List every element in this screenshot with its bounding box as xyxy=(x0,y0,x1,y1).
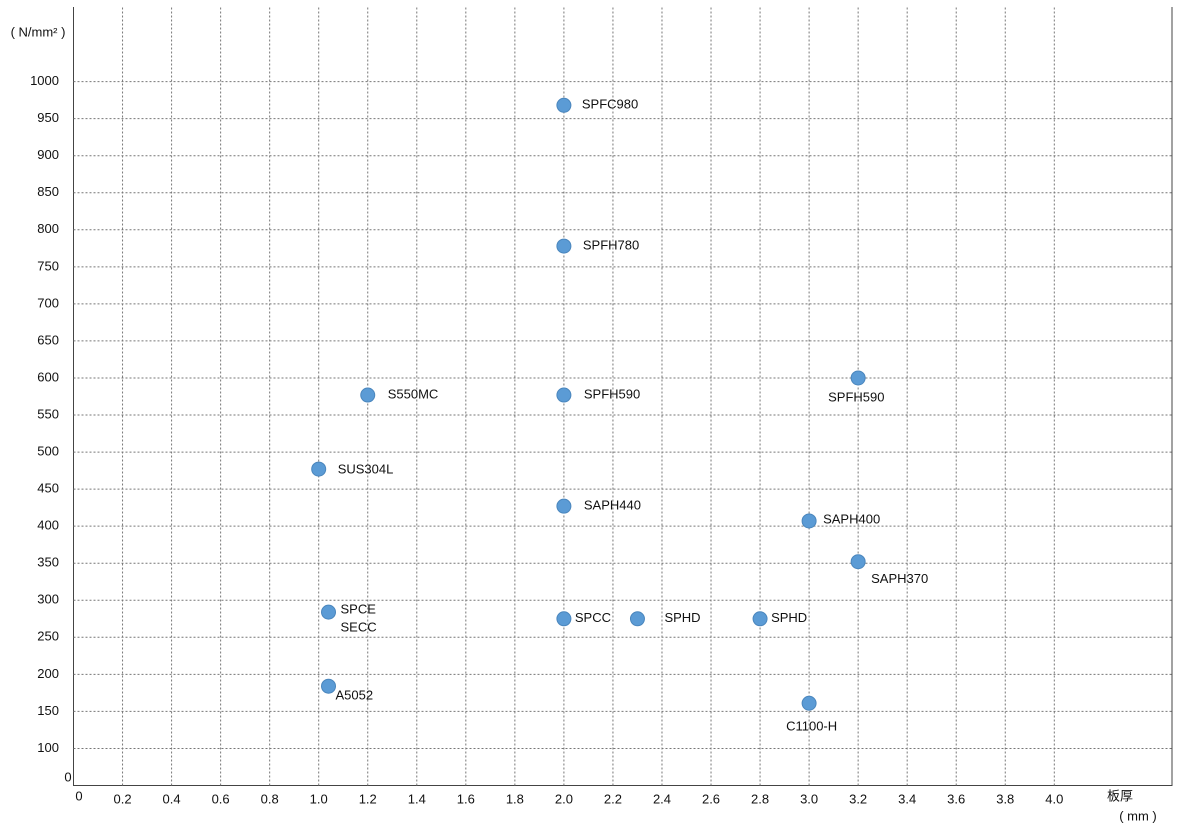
x-tick-label: 0.2 xyxy=(114,791,132,806)
y-tick-label: 600 xyxy=(37,369,59,384)
y-tick-label: 450 xyxy=(37,481,59,496)
y-tick-label: 700 xyxy=(37,295,59,310)
origin-label: 0 xyxy=(64,769,71,784)
x-tick-label: 1.6 xyxy=(457,791,475,806)
x-tick-label: 1.4 xyxy=(408,791,426,806)
x-tick-label: 2.2 xyxy=(604,791,622,806)
x-tick-label: 4.0 xyxy=(1045,791,1063,806)
point-label: SECC xyxy=(341,620,377,635)
y-tick-label: 1000 xyxy=(30,73,59,88)
x-tick-label: 3.0 xyxy=(800,791,818,806)
x-tick-label: 1.8 xyxy=(506,791,524,806)
point xyxy=(311,461,327,477)
x-tick-label: 2.8 xyxy=(751,791,769,806)
y-tick-label: 950 xyxy=(37,110,59,125)
point-label: SUS304L xyxy=(338,462,394,477)
point xyxy=(801,695,817,711)
x-axis-unit: ( mm ) xyxy=(1119,808,1157,823)
y-tick-label: 100 xyxy=(37,740,59,755)
point-label: SPFH780 xyxy=(583,238,639,253)
point-label: SPFC980 xyxy=(582,97,638,112)
point xyxy=(556,387,572,403)
point xyxy=(850,370,866,386)
y-tick-label: 150 xyxy=(37,703,59,718)
point-label: SPHD xyxy=(664,610,700,625)
y-tick-label: 250 xyxy=(37,629,59,644)
x-tick-label: 2.0 xyxy=(555,791,573,806)
point xyxy=(752,611,768,627)
y-tick-label: 200 xyxy=(37,666,59,681)
x-tick-label: 0.8 xyxy=(261,791,279,806)
point xyxy=(556,238,572,254)
point-label: SPFH590 xyxy=(828,389,884,404)
point xyxy=(321,604,337,620)
point xyxy=(321,678,337,694)
y-tick-label: 750 xyxy=(37,258,59,273)
x-tick-label: 0.6 xyxy=(212,791,230,806)
point-label: SPHD xyxy=(771,610,807,625)
y-tick-label: 300 xyxy=(37,592,59,607)
y-tick-label: 850 xyxy=(37,184,59,199)
point xyxy=(556,611,572,627)
point xyxy=(556,97,572,113)
y-tick-label: 550 xyxy=(37,406,59,421)
point-label: SAPH400 xyxy=(823,511,880,526)
x-tick-label: 2.4 xyxy=(653,791,671,806)
point xyxy=(801,513,817,529)
x-tick-label: 2.6 xyxy=(702,791,720,806)
point-label: SAPH440 xyxy=(584,498,641,513)
origin-label: 0 xyxy=(75,788,82,803)
point xyxy=(360,387,376,403)
y-tick-label: 650 xyxy=(37,332,59,347)
x-tick-label: 1.0 xyxy=(310,791,328,806)
y-tick-label: 400 xyxy=(37,518,59,533)
x-axis-label: 板厚 xyxy=(1107,788,1133,803)
y-tick-label: 500 xyxy=(37,444,59,459)
point-label: SPFH590 xyxy=(584,386,640,401)
point-label: SPCC xyxy=(575,610,611,625)
x-tick-label: 3.4 xyxy=(898,791,916,806)
point-label: SAPH370 xyxy=(871,571,928,586)
point-label: SPCE xyxy=(341,602,377,617)
y-axis-label: ( N/mm² ) xyxy=(11,24,66,39)
point xyxy=(850,554,866,570)
y-tick-label: 350 xyxy=(37,555,59,570)
x-tick-label: 3.8 xyxy=(996,791,1014,806)
point-label: C1100-H xyxy=(786,719,837,734)
x-tick-label: 3.6 xyxy=(947,791,965,806)
x-tick-label: 1.2 xyxy=(359,791,377,806)
point-label: S550MC xyxy=(388,386,439,401)
point-label: A5052 xyxy=(336,688,374,703)
x-tick-label: 3.2 xyxy=(849,791,867,806)
point xyxy=(556,498,572,514)
y-tick-label: 900 xyxy=(37,147,59,162)
x-tick-label: 0.4 xyxy=(163,791,181,806)
y-tick-label: 800 xyxy=(37,221,59,236)
point xyxy=(629,611,645,627)
